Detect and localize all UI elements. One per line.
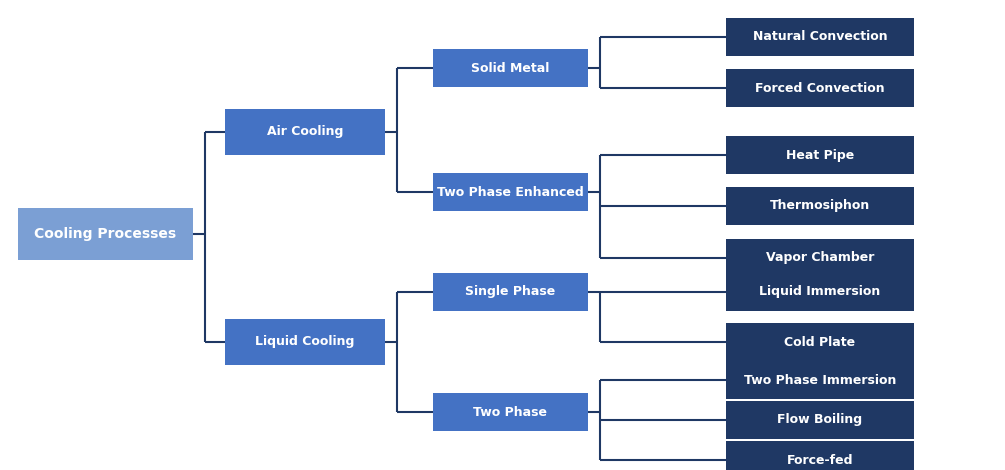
FancyBboxPatch shape bbox=[726, 273, 914, 311]
FancyBboxPatch shape bbox=[726, 323, 914, 361]
Text: Liquid Immersion: Liquid Immersion bbox=[760, 285, 880, 298]
FancyBboxPatch shape bbox=[726, 69, 914, 107]
FancyBboxPatch shape bbox=[225, 109, 385, 155]
Text: Solid Metal: Solid Metal bbox=[470, 62, 549, 75]
Text: Force-fed: Force-fed bbox=[787, 454, 853, 467]
FancyBboxPatch shape bbox=[17, 208, 193, 260]
Text: Thermosiphon: Thermosiphon bbox=[770, 199, 870, 212]
FancyBboxPatch shape bbox=[432, 393, 588, 431]
FancyBboxPatch shape bbox=[432, 173, 588, 211]
Text: Flow Boiling: Flow Boiling bbox=[778, 414, 862, 426]
Text: Heat Pipe: Heat Pipe bbox=[786, 149, 854, 162]
FancyBboxPatch shape bbox=[726, 136, 914, 174]
FancyBboxPatch shape bbox=[432, 49, 588, 87]
FancyBboxPatch shape bbox=[726, 187, 914, 225]
Text: Two Phase: Two Phase bbox=[473, 406, 547, 418]
FancyBboxPatch shape bbox=[726, 18, 914, 56]
FancyBboxPatch shape bbox=[726, 239, 914, 277]
Text: Two Phase Enhanced: Two Phase Enhanced bbox=[436, 186, 583, 198]
FancyBboxPatch shape bbox=[726, 441, 914, 470]
FancyBboxPatch shape bbox=[225, 319, 385, 365]
Text: Cold Plate: Cold Plate bbox=[785, 336, 855, 348]
Text: Natural Convection: Natural Convection bbox=[753, 31, 887, 44]
FancyBboxPatch shape bbox=[726, 361, 914, 399]
Text: Forced Convection: Forced Convection bbox=[755, 81, 884, 94]
Text: Two Phase Immersion: Two Phase Immersion bbox=[744, 374, 896, 386]
Text: Single Phase: Single Phase bbox=[465, 285, 555, 298]
Text: Vapor Chamber: Vapor Chamber bbox=[766, 251, 874, 265]
FancyBboxPatch shape bbox=[726, 401, 914, 439]
Text: Cooling Processes: Cooling Processes bbox=[34, 227, 176, 241]
FancyBboxPatch shape bbox=[432, 273, 588, 311]
Text: Liquid Cooling: Liquid Cooling bbox=[255, 336, 355, 348]
Text: Air Cooling: Air Cooling bbox=[266, 125, 343, 139]
